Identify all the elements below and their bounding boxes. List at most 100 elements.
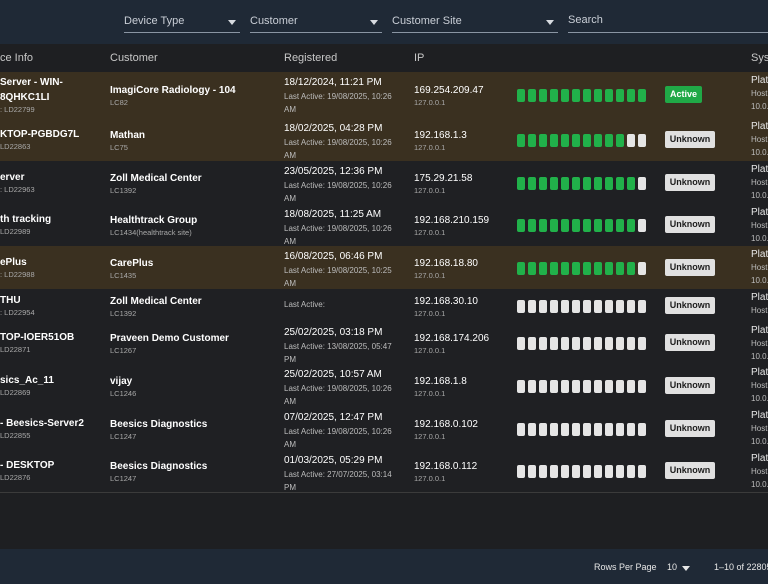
customer-name: Beesics Diagnostics: [110, 461, 208, 472]
column-system[interactable]: Sys: [751, 52, 768, 64]
ip-cell: 192.168.174.206 127.0.0.1: [414, 331, 489, 355]
status-badge[interactable]: Unknown: [665, 174, 715, 191]
registered-date: 18/02/2025, 04:28 PM: [284, 123, 383, 134]
device-info[interactable]: erver: LD22963: [0, 170, 35, 194]
signal-bar: [539, 177, 547, 190]
search-input[interactable]: Search: [568, 12, 768, 33]
rows-per-page-select[interactable]: 10: [667, 562, 678, 572]
signal-bar: [550, 337, 558, 350]
signal-bar: [627, 262, 635, 275]
signal-bar: [539, 380, 547, 393]
signal-bar: [627, 465, 635, 478]
customer-name: ImagiCore Radiology - 104: [110, 85, 236, 96]
device-info[interactable]: ePlus: LD22988: [0, 255, 35, 279]
status-badge[interactable]: Unknown: [665, 297, 715, 314]
table-row[interactable]: TOP-IOER51OB LD22871 Praveen Demo Custome…: [0, 322, 768, 365]
system-platform: Plat: [751, 367, 768, 378]
table-row[interactable]: - DESKTOP LD22876 Beesics Diagnostics LC1…: [0, 450, 768, 493]
signal-bar: [583, 423, 591, 436]
device-info[interactable]: - Beesics-Server2 LD22855: [0, 416, 84, 440]
status-badge[interactable]: Unknown: [665, 334, 715, 351]
ip-local: 127.0.0.1: [414, 271, 446, 280]
ip-address: 192.168.18.80: [414, 258, 478, 269]
device-info[interactable]: Server - WIN- 8QHKC1LI: LD22799: [0, 75, 63, 114]
table-row[interactable]: th tracking LD22989 Healthtrack Group LC1…: [0, 204, 768, 247]
signal-bar: [572, 134, 580, 147]
signal-bar: [528, 177, 536, 190]
rows-per-page-label: Rows Per Page: [594, 562, 657, 572]
customer-cell: Healthtrack Group LC1434(healthtrack sit…: [110, 213, 197, 237]
device-info[interactable]: TOP-IOER51OB LD22871: [0, 330, 74, 354]
device-name: TOP-IOER51OB: [0, 332, 75, 343]
system-version: 10.0.: [751, 102, 768, 111]
customer-cell: Zoll Medical Center LC1392: [110, 171, 202, 195]
table-row[interactable]: THU: LD22954 Zoll Medical Center LC1392 …: [0, 289, 768, 323]
signal-bar: [528, 219, 536, 232]
signal-strength: [517, 465, 646, 478]
registered-cell: 23/05/2025, 12:36 PM Last Active: 19/08/…: [284, 165, 402, 205]
signal-bar: [517, 89, 525, 102]
ip-address: 192.168.1.8: [414, 376, 467, 387]
chevron-down-icon: [546, 20, 554, 25]
ip-cell: 192.168.0.112 127.0.0.1: [414, 459, 477, 483]
system-host: Host: [751, 467, 768, 476]
status-badge[interactable]: Unknown: [665, 420, 715, 437]
signal-bar: [616, 89, 624, 102]
signal-bar: [594, 423, 602, 436]
table-row[interactable]: - Beesics-Server2 LD22855 Beesics Diagnos…: [0, 407, 768, 451]
column-device-info[interactable]: ce Info: [0, 52, 34, 64]
device-name: Server - WIN-: [0, 77, 63, 88]
table-row[interactable]: sics_Ac_11 LD22869 vijay LC1246 25/02/202…: [0, 364, 768, 408]
signal-bar: [539, 134, 547, 147]
system-cell: Plat Host 10.0.: [751, 409, 768, 448]
system-version: 10.0.: [751, 394, 768, 403]
signal-bar: [572, 300, 580, 313]
table-row[interactable]: ePlus: LD22988 CarePlus LC1435 16/08/202…: [0, 246, 768, 290]
ip-address: 192.168.0.112: [414, 461, 478, 472]
customer-cell: Zoll Medical Center LC1392: [110, 294, 202, 318]
status-badge[interactable]: Active: [665, 86, 702, 103]
signal-bar: [605, 465, 613, 478]
signal-bar: [572, 423, 580, 436]
device-info[interactable]: KTOP-PGBDG7L LD22863: [0, 127, 79, 151]
registered-cell: 01/03/2025, 05:29 PM Last Active: 27/07/…: [284, 454, 402, 494]
device-id: : LD22799: [0, 105, 35, 114]
status-badge[interactable]: Unknown: [665, 377, 715, 394]
chevron-down-icon[interactable]: [682, 566, 690, 571]
signal-bar: [605, 337, 613, 350]
device-type-select[interactable]: Device Type: [124, 12, 240, 33]
signal-bar: [594, 177, 602, 190]
signal-bar: [616, 465, 624, 478]
status-badge[interactable]: Unknown: [665, 259, 715, 276]
device-info[interactable]: THU: LD22954: [0, 293, 35, 317]
device-info[interactable]: th tracking LD22989: [0, 212, 51, 236]
status-badge[interactable]: Unknown: [665, 216, 715, 233]
customer-code: LC75: [110, 143, 128, 152]
status-badge[interactable]: Unknown: [665, 462, 715, 479]
registered-cell: 18/02/2025, 04:28 PM Last Active: 19/08/…: [284, 122, 402, 162]
system-platform: Plat: [751, 325, 768, 336]
customer-code: LC1435: [110, 271, 137, 280]
customer-name: Praveen Demo Customer: [110, 333, 229, 344]
signal-bar: [583, 380, 591, 393]
column-ip[interactable]: IP: [414, 52, 425, 64]
column-customer[interactable]: Customer: [110, 52, 158, 64]
device-info[interactable]: sics_Ac_11 LD22869: [0, 373, 54, 397]
customer-select[interactable]: Customer: [250, 12, 382, 33]
signal-bar: [638, 300, 646, 313]
table-row[interactable]: erver: LD22963 Zoll Medical Center LC139…: [0, 161, 768, 205]
system-cell: Plat Host 10.0.: [751, 163, 768, 202]
status-badge[interactable]: Unknown: [665, 131, 715, 148]
signal-bar: [517, 337, 525, 350]
column-registered[interactable]: Registered: [284, 52, 338, 64]
chevron-down-icon: [370, 20, 378, 25]
device-info[interactable]: - DESKTOP LD22876: [0, 458, 54, 482]
ip-local: 127.0.0.1: [414, 432, 446, 441]
table-row[interactable]: KTOP-PGBDG7L LD22863 Mathan LC75 18/02/20…: [0, 118, 768, 162]
system-platform: Plat: [751, 75, 768, 86]
signal-bar: [583, 89, 591, 102]
system-version: 10.0.: [751, 148, 768, 157]
table-row[interactable]: Server - WIN- 8QHKC1LI: LD22799 ImagiCore…: [0, 72, 768, 119]
customer-site-select[interactable]: Customer Site: [392, 12, 558, 33]
signal-bar: [572, 380, 580, 393]
